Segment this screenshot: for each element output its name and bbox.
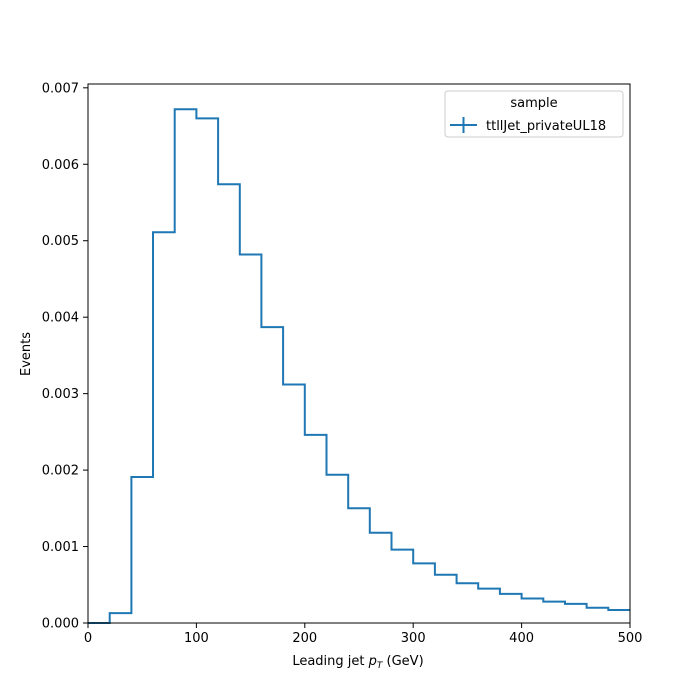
x-axis-label-subscript: T: [377, 661, 384, 671]
x-tick-label: 100: [184, 631, 209, 646]
y-tick-label: 0.002: [42, 464, 79, 479]
x-axis-label-variable: p: [368, 654, 377, 669]
x-tick-label: 200: [292, 631, 317, 646]
y-tick-label: 0.007: [42, 81, 79, 96]
legend-title: sample: [510, 96, 557, 111]
y-tick-label: 0.005: [42, 234, 79, 249]
y-tick-label: 0.001: [42, 540, 79, 555]
legend: sample ttllJet_privateUL18: [444, 90, 624, 138]
y-tick-label: 0.003: [42, 387, 79, 402]
x-axis-label: Leading jet pT (GeV): [292, 654, 423, 671]
plot-area: [88, 108, 630, 624]
y-tick-label: 0.000: [42, 617, 79, 632]
legend-entry-label: ttllJet_privateUL18: [486, 119, 606, 134]
legend-frame: [444, 90, 624, 138]
axes-frame: [87, 83, 631, 624]
x-tick-label: 500: [618, 631, 643, 646]
y-tick-label: 0.004: [42, 311, 79, 326]
y-axis-label: Events: [19, 332, 34, 376]
axes: 0 100 200 300 400 500 0.000 0.001 0.002 0.003 0.00…: [42, 81, 643, 646]
x-tick-label: 300: [401, 631, 426, 646]
x-tick-label: 0: [84, 631, 92, 646]
histogram-series-line: [88, 108, 630, 624]
x-tick-label: 400: [509, 631, 534, 646]
y-tick-label: 0.006: [42, 158, 79, 173]
